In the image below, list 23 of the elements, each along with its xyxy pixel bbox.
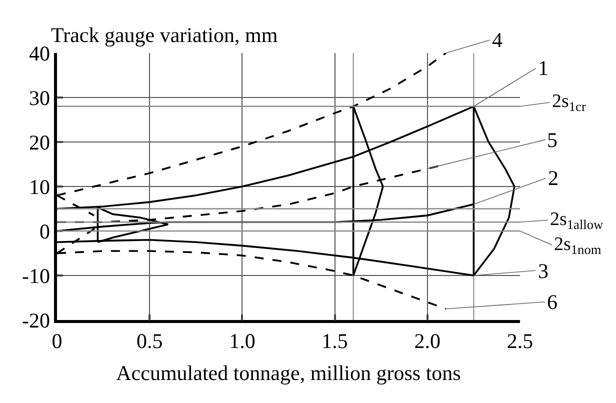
x-axis-title: Accumulated tonnage, million gross tons <box>116 361 461 386</box>
y-tick-label: 0 <box>40 219 50 244</box>
x-tick-label: 2.0 <box>414 328 441 353</box>
x-tick-label: 1.5 <box>322 328 348 353</box>
y-tick-label: 20 <box>29 130 50 154</box>
annotation: 5 <box>547 128 558 152</box>
annotation: 6 <box>547 290 558 314</box>
y-tick-label: 40 <box>29 41 50 66</box>
y-tick-label: 30 <box>29 86 50 110</box>
y-tick-label: -10 <box>22 264 50 288</box>
annotation: 2 <box>548 166 558 190</box>
y-tick-label: -20 <box>22 308 50 332</box>
ref-line-label: 2s$_{1cr}$ <box>552 91 586 114</box>
x-tick-label: 0.5 <box>136 328 163 353</box>
y-axis-title: Track gauge variation, mm <box>51 23 278 47</box>
ref-line-label: 2s$_{1allow}$ <box>550 209 604 232</box>
y-tick-label: 10 <box>29 174 50 199</box>
x-tick-label: 2.5 <box>506 328 534 353</box>
annotation: 1 <box>538 56 548 80</box>
annotation: 4 <box>492 28 503 52</box>
x-tick-label: 1.0 <box>229 328 256 353</box>
annotation: 3 <box>538 259 548 283</box>
ref-line-label: 2s$_{1nom}$ <box>554 234 602 257</box>
